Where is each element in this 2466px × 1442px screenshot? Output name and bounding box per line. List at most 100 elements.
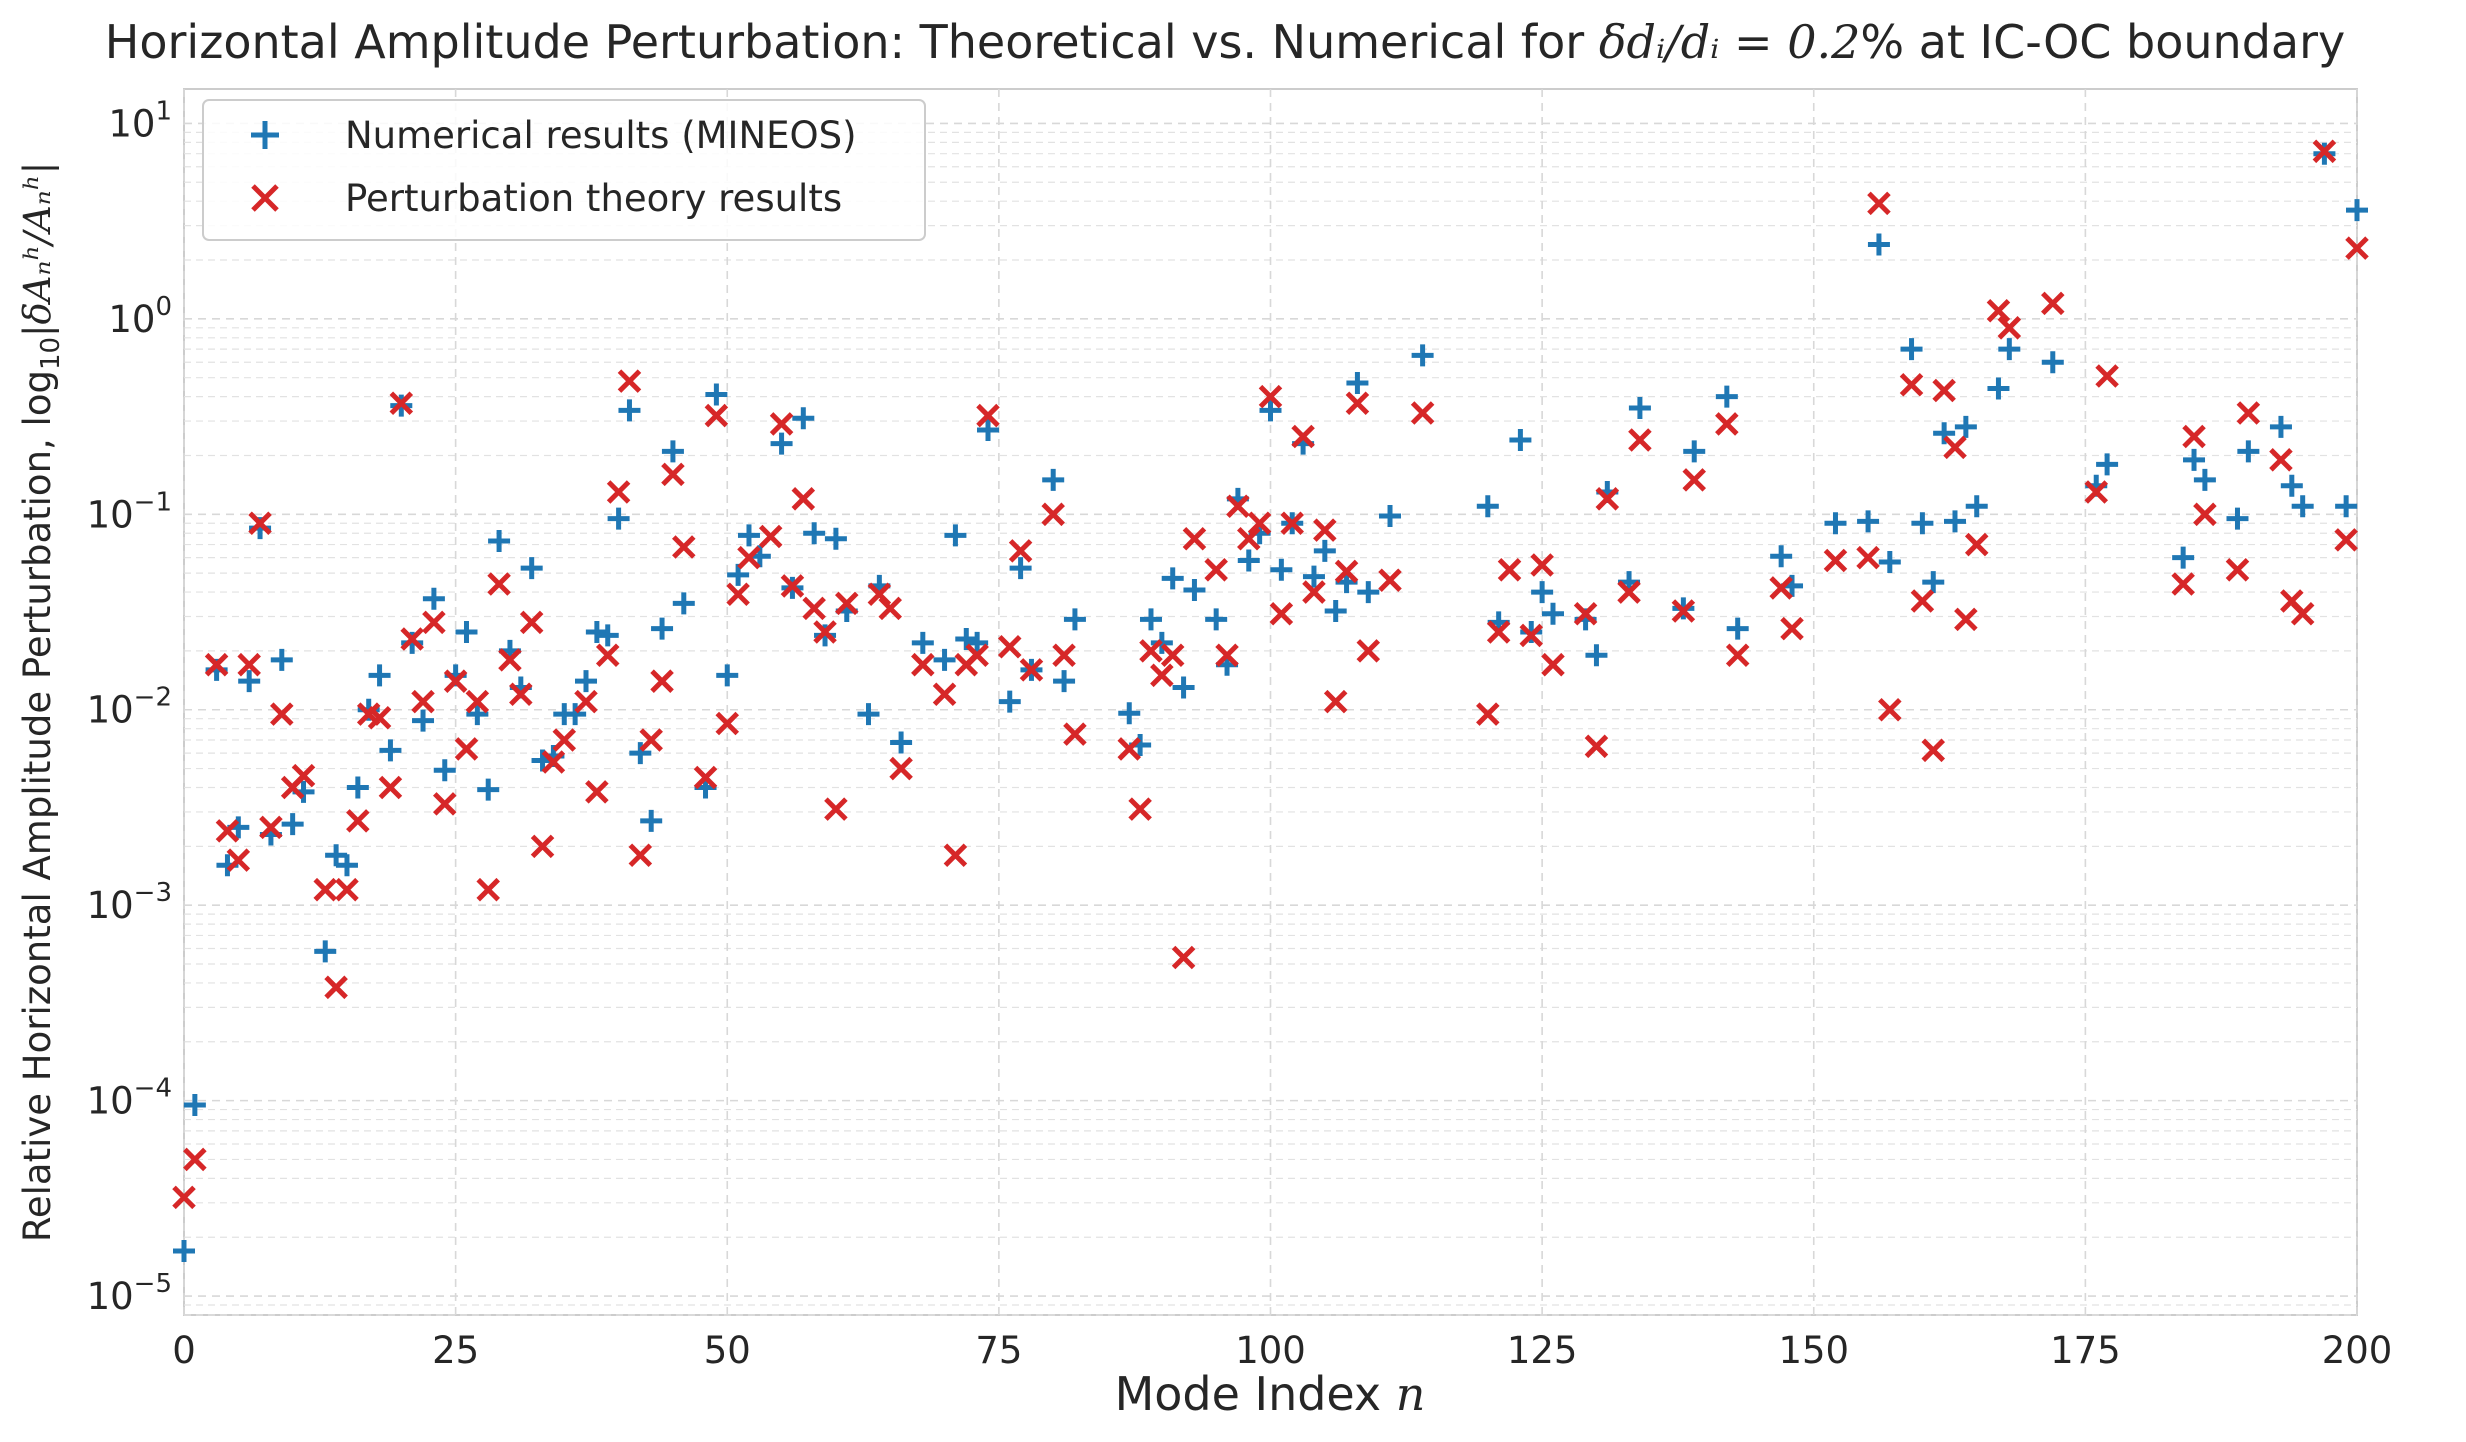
point-theory: [889, 756, 913, 781]
x-tick-label: 75: [975, 1329, 1022, 1372]
y-tick-label: 10−2: [87, 683, 172, 732]
point-theory: [183, 1147, 207, 1172]
point-theory: [1171, 945, 1196, 970]
point-numerical: [966, 631, 989, 654]
point-theory: [226, 848, 251, 872]
point-numerical: [281, 813, 304, 836]
point-numerical: [1683, 440, 1706, 463]
point-theory: [552, 728, 577, 752]
point-numerical: [1857, 510, 1880, 533]
point-theory: [1986, 298, 2011, 323]
point-numerical: [520, 557, 543, 580]
point-theory: [259, 815, 283, 840]
point-theory: [389, 391, 414, 416]
point-theory: [1019, 658, 1044, 682]
point-theory: [1378, 568, 1402, 592]
point-theory: [1204, 558, 1228, 582]
point-theory: [2225, 558, 2250, 582]
point-numerical: [607, 507, 630, 530]
point-theory: [791, 487, 816, 511]
point-theory: [813, 620, 837, 644]
point-numerical: [977, 418, 1000, 441]
point-numerical: [379, 739, 402, 762]
point-numerical: [1118, 702, 1141, 725]
point-theory: [270, 702, 294, 726]
point-theory: [628, 843, 653, 868]
point-numerical: [325, 844, 348, 867]
point-numerical: [770, 432, 793, 455]
point-theory: [432, 792, 457, 816]
point-theory: [824, 797, 848, 821]
point-theory: [509, 682, 533, 707]
point-numerical: [1541, 602, 1564, 625]
point-numerical: [2041, 351, 2064, 374]
point-numerical: [270, 648, 293, 671]
point-numerical: [629, 742, 652, 765]
point-theory: [1334, 559, 1359, 584]
point-theory: [324, 975, 348, 1000]
point-theory: [1160, 643, 1185, 668]
point-theory: [769, 412, 794, 436]
point-theory: [1823, 548, 1848, 573]
point-numerical: [466, 703, 489, 726]
point-numerical: [1042, 468, 1065, 491]
point-theory: [248, 511, 272, 536]
point-theory: [1921, 738, 1946, 763]
point-theory: [400, 627, 424, 651]
point-theory: [1910, 589, 1935, 613]
point-numerical: [238, 670, 261, 693]
point-numerical: [1726, 617, 1749, 640]
point-theory: [1486, 620, 1511, 644]
point-theory: [617, 369, 642, 393]
point-theory: [1671, 599, 1696, 623]
point-theory: [465, 689, 490, 714]
point-theory: [976, 403, 1000, 428]
point-numerical: [1585, 644, 1608, 667]
point-numerical: [2226, 507, 2249, 530]
point-numerical: [2335, 495, 2358, 518]
point-theory: [1878, 697, 1902, 722]
point-numerical: [1411, 344, 1434, 367]
point-numerical: [1205, 608, 1228, 631]
point-numerical: [1009, 557, 1032, 580]
point-theory: [737, 545, 761, 570]
x-tick-label: 50: [704, 1329, 751, 1372]
x-tick-label: 0: [172, 1329, 196, 1372]
point-theory: [715, 711, 740, 736]
point-theory: [443, 669, 468, 693]
point-theory: [519, 610, 544, 635]
point-theory: [454, 737, 479, 761]
point-numerical: [596, 624, 619, 647]
point-numerical: [1628, 396, 1651, 419]
point-theory: [1052, 643, 1076, 668]
point-theory: [1725, 643, 1750, 668]
chart-title: Horizontal Amplitude Perturbation: Theor…: [105, 15, 2345, 69]
point-numerical: [1302, 565, 1325, 588]
point-numerical: [1172, 676, 1195, 699]
point-theory: [2171, 572, 2195, 596]
point-numerical: [716, 664, 739, 687]
point-theory: [1530, 553, 1554, 577]
point-theory: [335, 877, 359, 902]
point-theory: [1595, 487, 1620, 511]
point-theory: [1117, 737, 1142, 761]
point-theory: [1063, 722, 1087, 746]
x-axis-ticks: 0 25 50 75 100 125 150 175 200: [172, 1329, 2392, 1372]
point-theory: [1182, 526, 1207, 551]
point-numerical: [1259, 399, 1282, 422]
point-numerical: [1139, 608, 1162, 631]
x-tick-label: 150: [1778, 1329, 1849, 1372]
point-theory: [1280, 511, 1304, 536]
point-numerical: [2172, 546, 2195, 569]
point-theory: [215, 819, 240, 843]
point-numerical: [335, 854, 358, 877]
point-theory: [1215, 643, 1239, 668]
point-theory: [1628, 428, 1652, 452]
point-theory: [1682, 468, 1706, 492]
point-theory: [1247, 511, 1272, 536]
point-theory: [411, 689, 435, 714]
point-numerical: [1900, 338, 1923, 361]
legend-label-theory: Perturbation theory results: [345, 177, 842, 220]
point-numerical: [2193, 468, 2216, 491]
